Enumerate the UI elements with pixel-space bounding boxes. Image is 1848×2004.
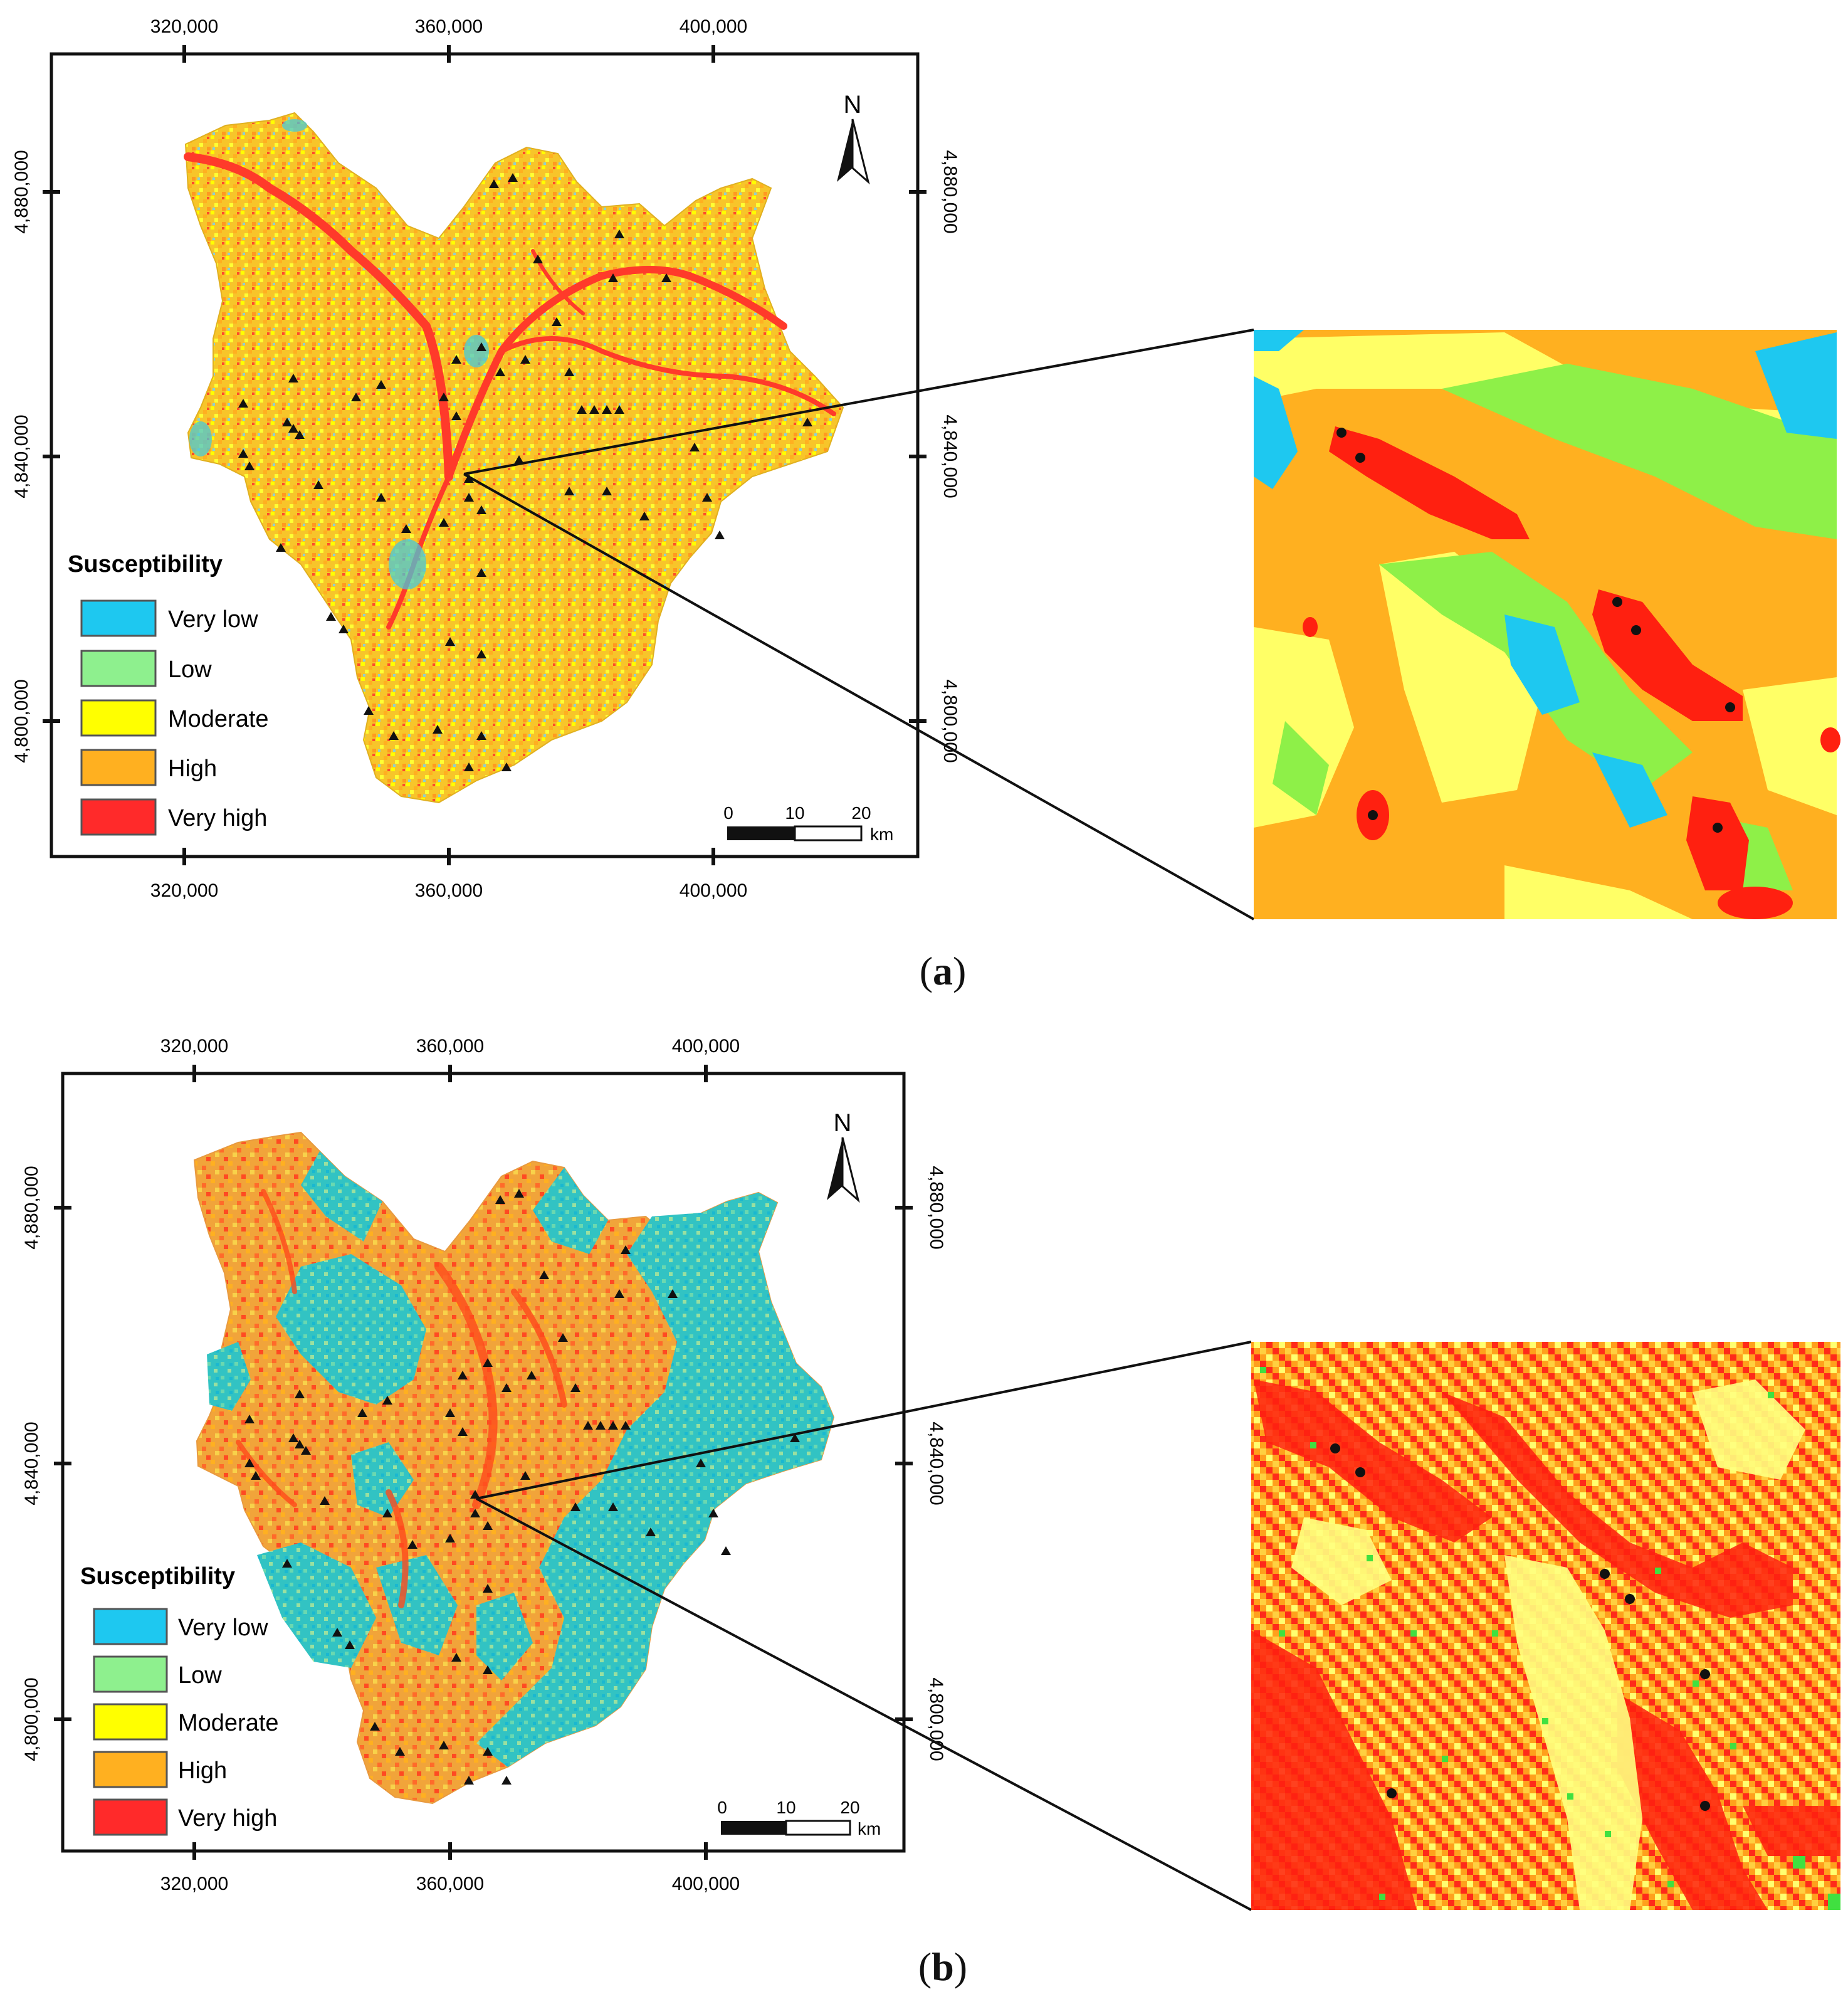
scale-tick-20: 20	[840, 1798, 859, 1817]
x-tick-label-top-3: 400,000	[672, 1036, 740, 1057]
legend-label-moderate: Moderate	[168, 706, 269, 732]
legend-label-low: Low	[168, 657, 212, 683]
legend-swatch-very-low	[93, 1608, 168, 1645]
y-tick-label-right-1: 4,880,000	[926, 1166, 947, 1249]
legend-label-high: High	[168, 756, 217, 782]
zoom-connector-lines	[476, 1341, 1252, 1911]
legend-swatch-low	[80, 650, 157, 687]
y-tick-label-right-3: 4,800,000	[940, 679, 960, 762]
high-susceptibility-ridges	[236, 1189, 567, 1608]
low-susceptibility-zones	[207, 1151, 834, 1767]
legend-label-low: Low	[178, 1662, 222, 1689]
x-axis-ticks-top	[182, 45, 715, 63]
legend-swatch-high	[93, 1751, 168, 1788]
legend-label-high: High	[178, 1758, 227, 1784]
legend-title: Susceptibility	[80, 1563, 235, 1590]
x-axis-ticks-bottom	[192, 1842, 708, 1860]
y-tick-label-left-3: 4,800,000	[21, 1677, 42, 1761]
scale-tick-0: 0	[717, 1798, 727, 1817]
y-axis-ticks	[43, 190, 927, 723]
legend-label-very-high: Very high	[178, 1805, 277, 1832]
legend-title: Susceptibility	[68, 551, 223, 577]
y-tick-label-right-1: 4,880,000	[940, 150, 960, 233]
x-axis-ticks-top	[192, 1065, 708, 1082]
scale-tick-10: 10	[785, 803, 804, 823]
y-tick-label-right-2: 4,840,000	[926, 1421, 947, 1505]
legend-swatches	[93, 1608, 168, 1836]
legend-swatch-high	[80, 749, 157, 786]
zoom-inset-a	[1254, 330, 1840, 919]
panel-b: 320,000 360,000 400,000 320,000 360,000 …	[0, 1003, 1848, 2001]
legend-label-very-high: Very high	[168, 805, 267, 831]
panel-b-figure: 320,000 360,000 400,000 320,000 360,000 …	[21, 1036, 1840, 1911]
x-tick-label-top-2: 360,000	[416, 1036, 484, 1057]
scale-tick-0: 0	[723, 803, 733, 823]
y-tick-label-right-3: 4,800,000	[926, 1677, 947, 1761]
x-tick-label-top-3: 400,000	[680, 16, 747, 37]
scale-bar	[721, 1820, 851, 1836]
panel-a-figure: 320,000 360,000 400,000 320,000 360,000 …	[11, 16, 1840, 920]
y-tick-label-left-2: 4,840,000	[11, 414, 32, 498]
legend-swatch-moderate	[93, 1703, 168, 1741]
x-tick-label-bottom-2: 360,000	[416, 1874, 484, 1894]
legend-swatches	[80, 599, 157, 836]
x-tick-label-bottom-1: 320,000	[150, 880, 218, 901]
x-tick-label-bottom-1: 320,000	[160, 1874, 228, 1894]
y-tick-label-left-1: 4,880,000	[21, 1166, 42, 1249]
study-area-map	[184, 112, 844, 804]
x-tick-label-top-1: 320,000	[150, 16, 218, 37]
y-tick-label-right-2: 4,840,000	[940, 414, 960, 498]
x-tick-label-top-2: 360,000	[415, 16, 483, 37]
north-label: N	[834, 1109, 852, 1137]
legend-swatch-very-low	[80, 599, 157, 637]
y-tick-label-left-3: 4,800,000	[11, 679, 32, 762]
north-arrow-icon	[827, 1137, 860, 1203]
panel-a: 320,000 360,000 400,000 320,000 360,000 …	[11, 16, 1840, 993]
zoom-connector-lines	[463, 329, 1254, 920]
y-tick-label-left-2: 4,840,000	[21, 1421, 42, 1505]
landslide-points	[238, 173, 812, 771]
scale-bar	[727, 825, 863, 841]
scale-tick-10: 10	[776, 1798, 795, 1817]
legend-swatch-moderate	[80, 699, 157, 737]
y-axis-ticks	[54, 1206, 913, 1721]
legend-label-very-low: Very low	[168, 606, 258, 633]
x-tick-label-top-1: 320,000	[160, 1036, 228, 1057]
y-tick-label-left-1: 4,880,000	[11, 150, 32, 233]
zoom-inset-b	[1251, 1342, 1840, 1910]
legend-label-very-low: Very low	[178, 1615, 268, 1641]
legend-swatch-very-high	[93, 1798, 168, 1836]
x-axis-ticks-bottom	[182, 848, 715, 865]
scale-tick-20: 20	[851, 803, 871, 823]
low-susceptibility-patches	[189, 119, 489, 589]
x-tick-label-bottom-2: 360,000	[415, 880, 483, 901]
x-tick-label-bottom-3: 400,000	[672, 1874, 740, 1894]
north-label: N	[844, 91, 862, 119]
legend-swatch-very-high	[80, 798, 157, 836]
scale-unit: km	[870, 825, 893, 844]
caption-b: (b)	[918, 1944, 968, 1989]
north-arrow-icon	[837, 119, 870, 185]
caption-a: (a)	[919, 949, 967, 993]
legend-swatch-low	[93, 1655, 168, 1693]
scale-unit: km	[858, 1819, 881, 1838]
landslide-points	[244, 1189, 800, 1785]
x-tick-label-bottom-3: 400,000	[680, 880, 747, 901]
legend-label-moderate: Moderate	[178, 1710, 279, 1736]
